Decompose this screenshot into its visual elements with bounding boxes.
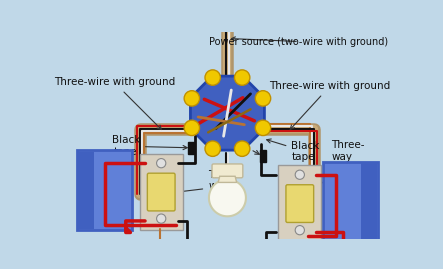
Circle shape <box>184 91 199 106</box>
Text: Black
tape: Black tape <box>267 139 320 162</box>
Polygon shape <box>209 179 246 216</box>
FancyBboxPatch shape <box>188 141 194 154</box>
FancyBboxPatch shape <box>140 154 183 230</box>
Circle shape <box>184 120 199 136</box>
Circle shape <box>295 225 304 235</box>
Polygon shape <box>190 76 264 150</box>
Circle shape <box>234 141 250 156</box>
Text: Black
tape: Black tape <box>112 135 187 157</box>
Circle shape <box>156 158 166 168</box>
Text: Three-wire with ground: Three-wire with ground <box>54 77 175 130</box>
Circle shape <box>205 70 220 85</box>
FancyBboxPatch shape <box>286 185 314 222</box>
Circle shape <box>295 170 304 179</box>
Text: Black
tape: Black tape <box>219 129 259 154</box>
Circle shape <box>255 91 271 106</box>
Circle shape <box>234 70 250 85</box>
FancyBboxPatch shape <box>212 164 243 178</box>
FancyBboxPatch shape <box>77 150 132 230</box>
FancyBboxPatch shape <box>278 165 321 242</box>
FancyBboxPatch shape <box>361 163 377 240</box>
Circle shape <box>255 120 271 136</box>
Circle shape <box>205 141 220 156</box>
Text: Power source (two-wire with ground): Power source (two-wire with ground) <box>210 37 389 47</box>
FancyBboxPatch shape <box>323 162 378 242</box>
Circle shape <box>156 214 166 223</box>
Text: Three-
way
switch: Three- way switch <box>165 170 242 203</box>
Text: Three-
way
switch: Three- way switch <box>303 140 365 203</box>
Polygon shape <box>218 176 237 182</box>
FancyBboxPatch shape <box>78 152 94 229</box>
Text: Three-wire with ground: Three-wire with ground <box>269 81 390 129</box>
FancyBboxPatch shape <box>148 173 175 211</box>
FancyBboxPatch shape <box>260 150 266 162</box>
